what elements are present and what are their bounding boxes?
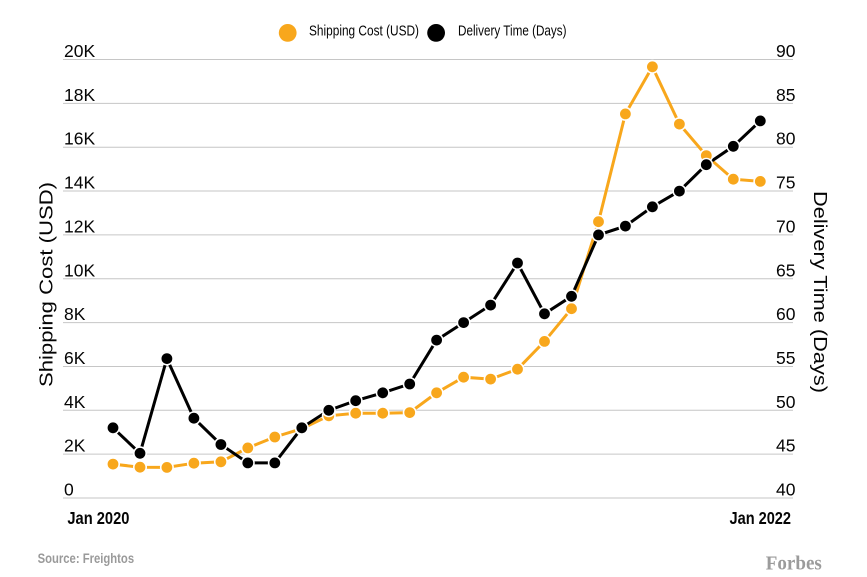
svg-text:Jan 2022: Jan 2022 xyxy=(730,508,792,528)
svg-text:18K: 18K xyxy=(64,85,95,105)
svg-text:20K: 20K xyxy=(64,41,95,61)
svg-text:6K: 6K xyxy=(64,348,86,368)
svg-text:40: 40 xyxy=(776,480,796,500)
svg-text:12K: 12K xyxy=(64,216,95,236)
svg-text:Source: Freightos: Source: Freightos xyxy=(38,550,135,566)
svg-text:75: 75 xyxy=(776,173,795,193)
svg-text:Shipping Cost (USD): Shipping Cost (USD) xyxy=(309,24,419,40)
svg-text:Shipping Cost (USD): Shipping Cost (USD) xyxy=(36,182,57,387)
svg-text:55: 55 xyxy=(776,348,795,368)
svg-text:Delivery Time (Days): Delivery Time (Days) xyxy=(810,191,831,393)
svg-text:45: 45 xyxy=(776,436,795,456)
svg-text:85: 85 xyxy=(776,85,795,105)
svg-text:65: 65 xyxy=(776,260,795,280)
svg-text:2K: 2K xyxy=(64,436,86,456)
svg-text:Forbes: Forbes xyxy=(766,553,822,575)
svg-text:Jan 2020: Jan 2020 xyxy=(67,508,129,528)
svg-text:60: 60 xyxy=(776,304,796,324)
svg-text:Delivery Time (Days): Delivery Time (Days) xyxy=(458,24,567,40)
svg-text:90: 90 xyxy=(776,41,796,61)
svg-text:70: 70 xyxy=(776,216,796,236)
svg-text:16K: 16K xyxy=(64,129,95,149)
svg-text:0: 0 xyxy=(64,480,74,500)
svg-text:50: 50 xyxy=(776,392,796,412)
svg-text:4K: 4K xyxy=(64,392,86,412)
svg-text:14K: 14K xyxy=(64,173,95,193)
svg-text:10K: 10K xyxy=(64,260,95,280)
svg-text:80: 80 xyxy=(776,129,796,149)
svg-text:8K: 8K xyxy=(64,304,86,324)
